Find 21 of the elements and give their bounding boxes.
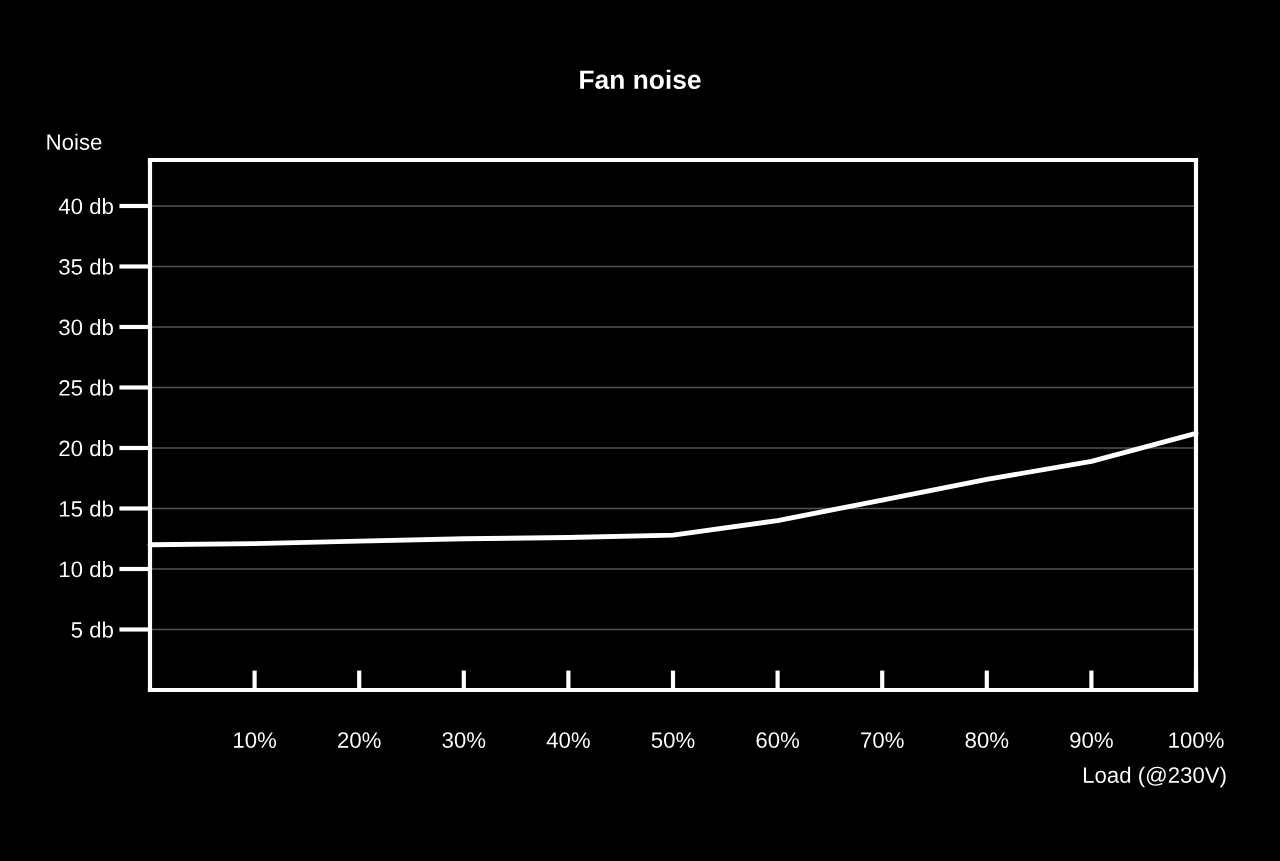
chart-title: Fan noise <box>580 69 701 90</box>
y-tick-label: 5 db <box>71 621 113 638</box>
y-tick-label: 40 db <box>58 197 113 215</box>
x-tick-label: 80% <box>965 732 1009 748</box>
x-tick-label: 60% <box>756 732 800 748</box>
y-axis-title: Noise <box>47 133 102 150</box>
x-tick-label: 30% <box>442 732 486 748</box>
x-axis-title: Load (@230V) <box>1083 766 1226 788</box>
x-tick-label: 90% <box>1070 732 1113 748</box>
y-tick-label: 35 db <box>59 258 113 275</box>
y-tick-label: 10 db <box>59 560 113 578</box>
x-tick-label: 40% <box>546 732 590 748</box>
x-tick-label: 50% <box>651 732 695 748</box>
y-tick-label: 30 db <box>59 318 113 336</box>
y-tick-label: 20 db <box>59 439 113 457</box>
x-tick-label: 100% <box>1169 732 1224 748</box>
x-tick-label: 20% <box>338 732 381 748</box>
y-tick-label: 25 db <box>59 379 113 396</box>
x-tick-label: 70% <box>861 732 904 748</box>
x-tick-label: 10% <box>234 732 277 748</box>
y-tick-label: 15 db <box>59 500 113 517</box>
